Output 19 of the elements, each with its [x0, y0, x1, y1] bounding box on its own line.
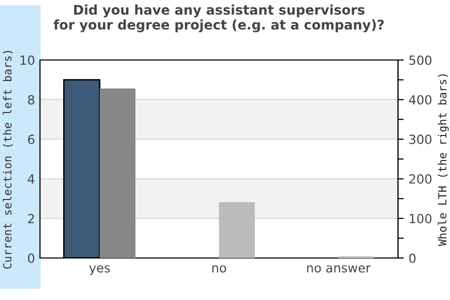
y2-axis-title: Whole LTH (the right bars) — [438, 74, 449, 246]
bar — [219, 202, 255, 258]
y-tick-label: 4 — [28, 174, 34, 184]
y-tick-label: 0 — [28, 253, 34, 263]
y-axis-title: Current selection (the left bars) — [2, 50, 13, 269]
y-tick-label: 10 — [20, 55, 34, 65]
y2-tick-label: 300 — [409, 134, 432, 144]
y-tick-label: 8 — [28, 95, 34, 105]
y2-tick-label: 400 — [409, 95, 432, 105]
x-tick-label: no answer — [307, 265, 371, 273]
x-tick-label: no — [212, 265, 226, 273]
chart-title: Did you have any assistant supervisors for your degree project (e.g. at a company)? — [54, 4, 384, 32]
y-tick-label: 2 — [28, 214, 34, 224]
x-tick-label: yes — [89, 265, 110, 275]
y2-tick-label: 0 — [409, 253, 416, 263]
y2-tick-label: 200 — [409, 174, 432, 184]
y2-tick-label: 100 — [410, 214, 432, 224]
y2-tick-label: 500 — [409, 55, 432, 65]
y-tick-label: 6 — [28, 134, 34, 144]
